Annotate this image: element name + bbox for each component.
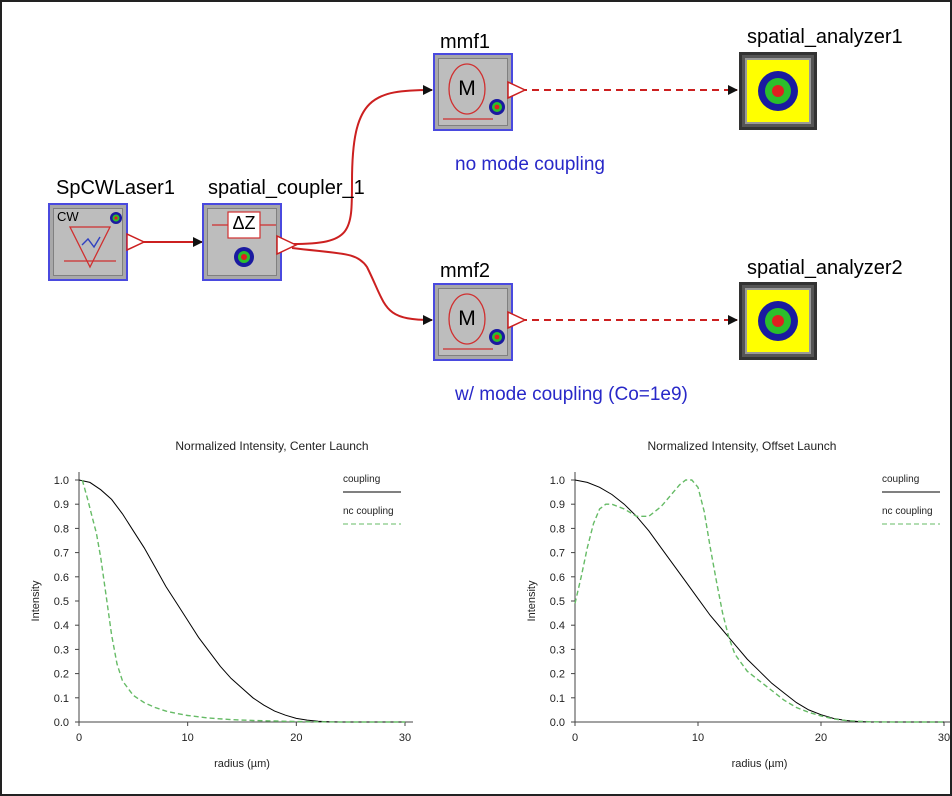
- chart-2-xtick-label: 0: [572, 732, 578, 744]
- chart-1-ytick-label: 0.0: [54, 717, 69, 729]
- chart-1-ytick-label: 0.9: [54, 499, 69, 511]
- mmf2-glyph: M: [458, 307, 476, 330]
- coupler-icon: [212, 211, 276, 267]
- wire-coupler-to-mmf2[interactable]: [291, 247, 433, 325]
- chart-1-ytick-label: 0.4: [54, 620, 69, 632]
- chart-2-ytick-label: 0.8: [550, 523, 565, 535]
- note-mode-coupling: w/ mode coupling (Co=1e9): [455, 384, 688, 405]
- mmf2-block[interactable]: M: [433, 283, 513, 361]
- chart-2-ylabel: Intensity: [526, 580, 538, 621]
- laser-glyph: CW: [57, 209, 79, 224]
- chart-1-xtick-label: 30: [399, 732, 411, 744]
- chart-1-ylabel: Intensity: [30, 580, 42, 621]
- analyzer2-block[interactable]: [739, 282, 817, 360]
- chart-1-xtick-label: 0: [76, 732, 82, 744]
- chart-1-legend-label: nc coupling: [343, 506, 394, 517]
- chart-1-ytick-label: 0.1: [54, 693, 69, 705]
- analyzer1-target-icon: [758, 71, 798, 111]
- coupler-output-port[interactable]: [276, 234, 300, 256]
- chart-1-ytick-label: 0.5: [54, 596, 69, 608]
- coupler-label: spatial_coupler_1: [208, 177, 365, 199]
- chart-2-ytick-label: 0.6: [550, 572, 565, 584]
- analyzer1-block[interactable]: [739, 52, 817, 130]
- chart-1-ytick-label: 1.0: [54, 475, 69, 487]
- signal-wires: [142, 85, 738, 325]
- chart-2-xlabel: radius (µm): [732, 758, 788, 770]
- chart-1-title: Normalized Intensity, Center Launch: [175, 439, 369, 453]
- chart-2-xtick-label: 20: [815, 732, 827, 744]
- mmf2-output-port[interactable]: [507, 310, 529, 330]
- chart-1-xtick-label: 20: [290, 732, 302, 744]
- wire-coupler-to-mmf1[interactable]: [291, 85, 433, 245]
- chart-2-ytick-label: 0.9: [550, 499, 565, 511]
- chart-2-ytick-label: 0.5: [550, 596, 565, 608]
- chart-2-ytick-label: 0.4: [550, 620, 565, 632]
- chart-2-ytick-label: 0.2: [550, 669, 565, 681]
- chart-1-ytick-label: 0.8: [54, 523, 69, 535]
- chart-2-ytick-label: 0.0: [550, 717, 565, 729]
- chart-2-ytick-label: 1.0: [550, 475, 565, 487]
- chart-2-ytick-label: 0.3: [550, 644, 565, 656]
- chart-1-series-coupling-line: [78, 479, 405, 723]
- analyzer2-label: spatial_analyzer2: [747, 257, 903, 279]
- chart-1-xtick-label: 10: [182, 732, 194, 744]
- note-no-mode-coupling: no mode coupling: [455, 154, 605, 175]
- chart-2-ytick-label: 0.1: [550, 693, 565, 705]
- chart-1-legend-label: coupling: [343, 474, 380, 485]
- chart-center-launch: 0.0 0.1 0.2 0.3 0.4 0.5 0.6 0.7 0.8 0.9 1.0 0 10 20 30…: [30, 472, 413, 770]
- chart-2-xtick-label: 30: [938, 732, 950, 744]
- chart-1-ytick-label: 0.6: [54, 572, 69, 584]
- coupler-block[interactable]: ΔZ: [202, 203, 282, 281]
- laser-output-port[interactable]: [126, 232, 148, 252]
- chart-2-series-nc-coupling-line: [574, 479, 944, 723]
- laser-block[interactable]: CW: [48, 203, 128, 281]
- chart-1-ytick-label: 0.3: [54, 644, 69, 656]
- chart-2-legend-label: nc coupling: [882, 506, 933, 517]
- chart-2-legend-label: coupling: [882, 474, 919, 485]
- laser-label: SpCWLaser1: [56, 177, 175, 199]
- chart-2-title: Normalized Intensity, Offset Launch: [647, 439, 837, 453]
- mmf1-icon: [443, 63, 505, 120]
- analyzer1-label: spatial_analyzer1: [747, 26, 903, 48]
- mmf2-icon: [443, 293, 505, 350]
- analyzer2-target-icon: [758, 301, 798, 341]
- chart-offset-launch: 0.0 0.1 0.2 0.3 0.4 0.5 0.6 0.7 0.8 0.9 1.0 0 10 20 30…: [526, 472, 950, 770]
- chart-1-ytick-label: 0.7: [54, 548, 69, 560]
- chart-2-ytick-label: 0.7: [550, 548, 565, 560]
- mmf1-output-port[interactable]: [507, 80, 529, 100]
- mmf1-block[interactable]: M: [433, 53, 513, 131]
- laser-icon: [64, 212, 122, 269]
- coupler-glyph: ΔZ: [232, 213, 256, 233]
- chart-1-xlabel: radius (µm): [214, 758, 270, 770]
- chart-1-series-nc-coupling-line: [81, 479, 405, 723]
- chart-1-ytick-label: 0.2: [54, 669, 69, 681]
- mmf1-glyph: M: [458, 77, 476, 100]
- chart-2-xtick-label: 10: [692, 732, 704, 744]
- mmf1-label: mmf1: [440, 31, 490, 53]
- mmf2-label: mmf2: [440, 260, 490, 282]
